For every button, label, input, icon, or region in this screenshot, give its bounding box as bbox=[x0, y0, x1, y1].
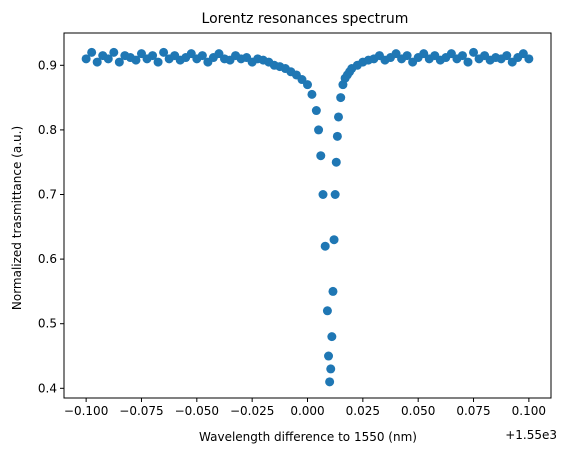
axes: −0.100 −0.075 −0.050 −0.025 0.000 0.025 0.050 0… bbox=[38, 32, 552, 418]
data-point bbox=[325, 377, 335, 387]
scatter-points bbox=[81, 47, 534, 387]
data-point bbox=[402, 51, 412, 61]
y-tick-label: 0.8 bbox=[38, 123, 57, 137]
data-point bbox=[330, 190, 340, 199]
data-point bbox=[159, 47, 169, 57]
y-tick-label: 0.5 bbox=[38, 317, 57, 331]
data-point bbox=[502, 51, 512, 61]
y-tick-label: 0.6 bbox=[38, 252, 57, 266]
data-point bbox=[457, 51, 467, 61]
x-axis-label: Wavelength difference to 1550 (nm) bbox=[199, 430, 417, 444]
data-point bbox=[197, 51, 207, 61]
data-point bbox=[148, 51, 158, 61]
data-point bbox=[153, 57, 163, 67]
data-point bbox=[131, 55, 141, 65]
x-tick-label: 0.100 bbox=[512, 404, 546, 418]
data-point bbox=[81, 54, 91, 64]
chart-title: Lorentz resonances spectrum bbox=[202, 11, 409, 27]
data-point bbox=[324, 351, 334, 361]
x-tick-label: −0.100 bbox=[64, 404, 108, 418]
x-tick-label: 0.000 bbox=[290, 404, 324, 418]
data-point bbox=[333, 112, 343, 122]
x-tick-label: −0.050 bbox=[175, 404, 219, 418]
x-tick-label: 0.050 bbox=[401, 404, 435, 418]
data-point bbox=[329, 235, 339, 245]
data-point bbox=[307, 89, 317, 99]
x-tick-label: 0.025 bbox=[346, 404, 380, 418]
y-tick-label: 0.7 bbox=[38, 188, 57, 202]
y-tick-label: 0.9 bbox=[38, 58, 57, 72]
data-point bbox=[92, 57, 102, 67]
data-point bbox=[314, 125, 324, 135]
data-point bbox=[336, 93, 346, 103]
x-tick-label: −0.075 bbox=[119, 404, 163, 418]
y-axis-label: Normalized trasmittance (a.u.) bbox=[10, 126, 24, 310]
data-point bbox=[87, 47, 97, 57]
data-point bbox=[326, 364, 336, 374]
data-point bbox=[103, 54, 113, 64]
data-point bbox=[311, 106, 321, 116]
data-point bbox=[114, 57, 124, 67]
data-point bbox=[328, 286, 338, 296]
y-tick-label: 0.4 bbox=[38, 381, 57, 395]
data-point bbox=[316, 151, 326, 161]
data-point bbox=[320, 241, 330, 251]
data-point bbox=[331, 157, 341, 167]
data-point bbox=[322, 306, 332, 316]
data-point bbox=[469, 47, 479, 57]
data-point bbox=[332, 131, 342, 141]
data-point bbox=[303, 80, 312, 90]
x-tick-label: 0.075 bbox=[456, 404, 490, 418]
x-tick-label: −0.025 bbox=[230, 404, 274, 418]
data-point bbox=[463, 57, 473, 67]
data-point bbox=[109, 47, 119, 57]
data-point bbox=[327, 332, 337, 342]
data-point bbox=[318, 190, 328, 199]
data-point bbox=[524, 54, 534, 64]
x-offset-label: +1.55e3 bbox=[505, 428, 557, 442]
